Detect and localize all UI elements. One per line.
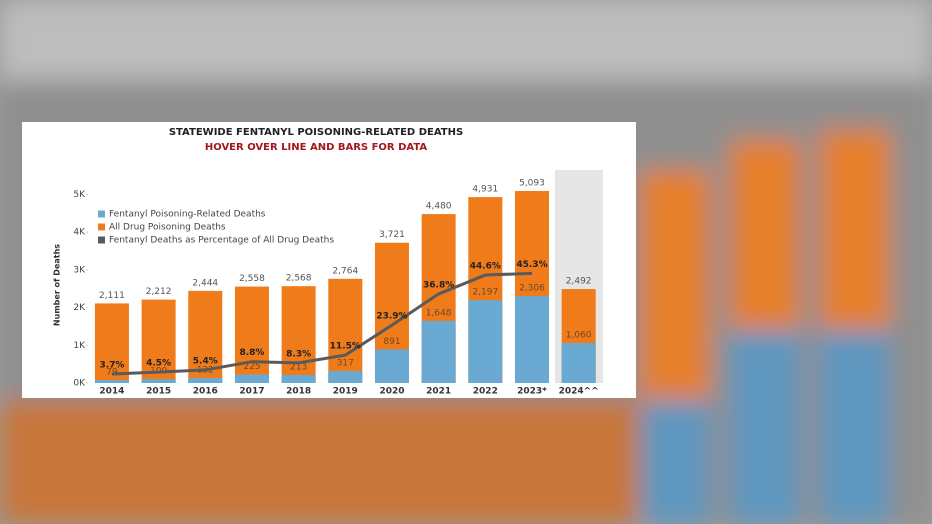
bar: [141, 379, 176, 383]
chart-title: STATEWIDE FENTANYL POISONING-RELATED DEA…: [169, 127, 463, 138]
line-label: 44.6%: [470, 262, 501, 272]
data-label: 317: [337, 359, 354, 369]
x-tick-label: 2023*: [517, 387, 547, 397]
data-label: 4,931: [472, 185, 498, 195]
y-tick-label: 4K: [73, 228, 86, 238]
bar: [328, 278, 363, 383]
bar: [234, 374, 269, 383]
data-label: 2,568: [286, 274, 312, 284]
bar: [281, 374, 316, 383]
chart-subtitle: HOVER OVER LINE AND BARS FOR DATA: [205, 142, 428, 153]
bar: [561, 343, 596, 383]
line: [111, 271, 533, 376]
line-label: 8.8%: [239, 348, 264, 358]
bar: [328, 371, 363, 383]
y-tick-label: 3K: [73, 265, 86, 275]
line-label: 5.4%: [193, 356, 218, 366]
data-label: 2,764: [332, 266, 358, 276]
data-label: 2,492: [566, 277, 592, 287]
x-tick-label: 2018: [286, 387, 311, 397]
x-tick-label: 2016: [193, 387, 218, 397]
data-label: 225: [243, 362, 260, 372]
bar: [94, 380, 129, 383]
x-tick-label: 2017: [239, 387, 264, 397]
data-label: 891: [383, 337, 400, 347]
data-label: 2,306: [519, 284, 545, 294]
x-tick-label: 2015: [146, 387, 171, 397]
legend-label: Fentanyl Deaths as Percentage of All Dru…: [109, 236, 334, 246]
data-label: 4,480: [426, 202, 452, 212]
data-label: 1,060: [566, 331, 592, 341]
y-tick-label: 2K: [73, 303, 86, 313]
data-label: 2,111: [99, 291, 125, 301]
legend-swatch: [98, 236, 105, 244]
bar: [188, 378, 223, 383]
y-tick-label: 0K: [73, 379, 86, 389]
data-label: 5,093: [519, 178, 545, 188]
line-label: 4.5%: [146, 359, 171, 369]
line-label: 23.9%: [376, 312, 407, 322]
data-label: 2,444: [192, 278, 218, 288]
x-tick-label: 2022: [473, 387, 498, 397]
line-label: 8.3%: [286, 349, 311, 359]
bar: [468, 300, 503, 383]
bar: [141, 299, 176, 383]
legend-label: All Drug Poisoning Deaths: [109, 223, 226, 233]
x-tick-label: 2024^^: [559, 387, 599, 397]
data-label: 3,721: [379, 230, 405, 240]
line-label: 3.7%: [99, 361, 124, 371]
bar: [374, 349, 409, 383]
data-label: 79: [106, 368, 118, 378]
bar: [421, 320, 456, 383]
legend-label: Fentanyl Poisoning-Related Deaths: [109, 210, 266, 220]
data-label: 1,648: [426, 308, 452, 318]
y-tick-label: 1K: [73, 341, 86, 351]
bar: [234, 286, 269, 383]
data-label: 213: [290, 362, 307, 372]
line-label: 11.5%: [330, 342, 361, 352]
bar: [281, 286, 316, 383]
bar: [514, 296, 549, 383]
y-tick-label: 5K: [73, 190, 86, 200]
line-label: 36.8%: [423, 280, 454, 290]
x-tick-label: 2021: [426, 387, 451, 397]
data-label: 2,558: [239, 274, 265, 284]
legend-swatch: [98, 223, 105, 231]
bar: [94, 303, 129, 383]
data-label: 2,197: [472, 288, 498, 298]
x-tick-label: 2020: [379, 387, 404, 397]
y-axis-label: Number of Deaths: [53, 244, 62, 326]
legend-swatch: [98, 210, 105, 218]
line-label: 45.3%: [516, 260, 547, 270]
x-tick-label: 2019: [333, 387, 358, 397]
data-label: 2,212: [146, 287, 172, 297]
x-tick-label: 2014: [99, 387, 124, 397]
